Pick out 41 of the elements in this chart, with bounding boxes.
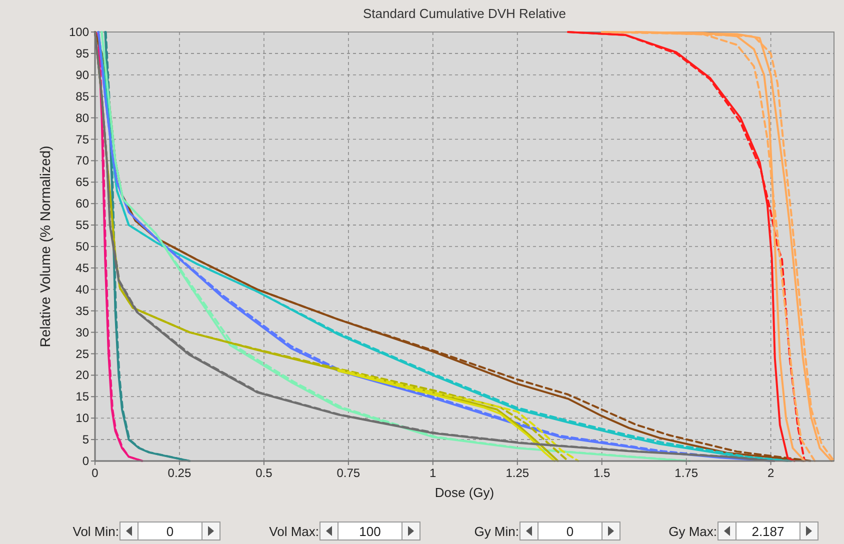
y-tick-label: 35	[76, 304, 90, 318]
x-tick-label: 0	[92, 466, 99, 480]
y-tick-label: 20	[76, 368, 90, 382]
text: 0	[166, 524, 174, 539]
x-tick-label: 1.25	[506, 466, 530, 480]
y-tick-label: 95	[76, 46, 90, 60]
y-tick-label: 55	[76, 218, 90, 232]
y-tick-label: 50	[76, 240, 90, 254]
y-tick-label: 40	[76, 282, 90, 296]
text: Vol Min:	[72, 524, 119, 539]
y-tick-label: 85	[76, 89, 90, 104]
x-tick-label: 0.75	[336, 466, 360, 480]
x-axis-title: Dose (Gy)	[434, 485, 494, 500]
x-tick-label: 1.5	[594, 466, 611, 480]
x-tick-label: 1.75	[674, 466, 698, 480]
y-tick-label: 10	[76, 411, 90, 426]
y-tick-label: 80	[76, 110, 90, 125]
text: Vol Max:	[269, 524, 319, 539]
text: 100	[359, 524, 381, 539]
y-tick-label: 0	[82, 454, 90, 468]
y-tick-label: 30	[76, 325, 90, 340]
text: Gy Min:	[474, 524, 519, 539]
y-tick-label: 45	[76, 260, 90, 275]
y-tick-label: 5	[82, 432, 90, 447]
y-tick-label: 60	[76, 196, 90, 211]
text: 0	[566, 524, 574, 539]
y-tick-label: 75	[76, 132, 90, 146]
y-tick-label: 25	[76, 346, 90, 361]
y-tick-label: 100	[68, 25, 90, 39]
y-tick-label: 70	[76, 154, 90, 168]
x-tick-label: 1	[430, 466, 437, 480]
y-tick-label: 15	[76, 390, 90, 404]
y-axis-title: Relative Volume (% Normalized)	[37, 146, 53, 348]
x-tick-label: 0.5	[256, 466, 273, 480]
chart-title: Standard Cumulative DVH Relative	[362, 6, 566, 21]
text: Gy Max:	[668, 524, 717, 539]
y-tick-label: 65	[76, 175, 90, 190]
x-tick-label: 0.25	[168, 466, 192, 480]
y-tick-label: 90	[76, 68, 90, 82]
x-tick-label: 2	[767, 466, 774, 480]
text: 2.187	[752, 524, 784, 539]
